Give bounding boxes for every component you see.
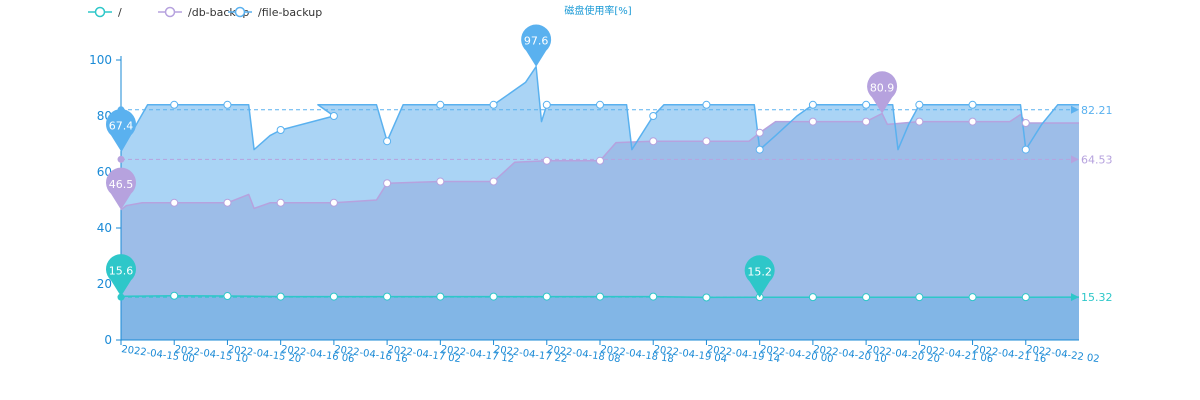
pin-label: 80.9	[870, 81, 895, 94]
average-start-dot	[117, 293, 125, 301]
average-label: 82.21	[1081, 104, 1113, 117]
data-point	[383, 292, 392, 301]
data-point	[915, 100, 924, 109]
data-point	[596, 156, 604, 165]
series-points	[170, 100, 1030, 302]
data-point	[223, 198, 232, 207]
max-marker: 15.6	[106, 254, 137, 297]
data-point	[436, 177, 445, 186]
data-point	[862, 293, 871, 302]
average-label: 15.32	[1081, 291, 1113, 304]
pin-shape	[106, 167, 137, 210]
pin-shape	[744, 255, 775, 298]
data-point	[808, 100, 817, 109]
data-point	[542, 100, 551, 109]
data-point	[223, 292, 232, 301]
data-point	[436, 292, 445, 301]
area-db-backup	[121, 113, 1079, 340]
data-point	[383, 137, 392, 146]
data-point	[170, 291, 179, 300]
data-point	[1021, 145, 1030, 154]
y-tick-label: 20	[97, 277, 112, 291]
data-point	[1021, 119, 1030, 127]
data-point	[702, 137, 711, 146]
data-point	[170, 100, 179, 109]
pin-shape	[867, 71, 898, 114]
data-point	[329, 112, 338, 120]
y-tick-label: 100	[89, 53, 112, 67]
pin-label: 97.6	[524, 35, 549, 48]
average-label: 64.53	[1081, 153, 1113, 166]
data-point	[329, 198, 338, 207]
average-arrow	[1071, 293, 1079, 302]
data-point	[276, 126, 285, 134]
max-marker: 97.6	[521, 24, 552, 67]
data-point	[915, 293, 924, 302]
data-point	[808, 293, 817, 302]
min-marker: 46.5	[106, 167, 137, 210]
data-point	[436, 100, 445, 109]
area-root	[121, 295, 1079, 340]
data-point	[968, 100, 977, 109]
pin-label: 67.4	[109, 119, 134, 132]
pin-label: 15.2	[747, 265, 772, 278]
average-arrow	[1071, 155, 1079, 164]
data-point	[276, 198, 285, 207]
legend-item-file-backup[interactable]: /file-backup	[228, 6, 322, 19]
data-point	[223, 100, 232, 109]
data-point	[702, 293, 711, 302]
data-point	[968, 117, 977, 126]
pin-label: 46.5	[109, 178, 134, 191]
data-point	[383, 179, 392, 188]
legend-label-db-backup: /db-backup	[188, 6, 249, 19]
average-arrow	[1071, 105, 1079, 114]
legend-label-file-backup: /file-backup	[258, 6, 322, 19]
data-point	[649, 112, 658, 120]
data-point	[968, 293, 977, 302]
extreme-markers: 15.6 15.2 80.9 46.5 97.6 67.4	[106, 24, 898, 298]
pin-shape	[106, 254, 137, 297]
max-marker: 80.9	[867, 71, 898, 114]
data-point	[755, 128, 764, 137]
data-point	[276, 292, 285, 301]
data-point	[489, 177, 498, 186]
pin-shape	[521, 24, 552, 67]
data-point	[596, 292, 604, 301]
data-point	[329, 292, 338, 301]
min-marker: 15.2	[744, 255, 775, 298]
legend: / /db-backup /file-backup	[88, 6, 322, 19]
legend-item-root[interactable]: /	[88, 6, 122, 19]
data-point	[649, 137, 658, 146]
data-point	[542, 292, 551, 301]
data-point	[542, 156, 551, 165]
data-point	[489, 292, 498, 301]
legend-item-db-backup[interactable]: /db-backup	[158, 6, 249, 19]
data-point	[1021, 293, 1030, 302]
data-point	[755, 145, 764, 154]
data-point	[915, 117, 924, 126]
data-point	[596, 100, 604, 109]
data-point	[489, 100, 498, 109]
data-point	[170, 198, 179, 207]
data-point	[649, 292, 658, 301]
average-start-dot	[117, 155, 125, 163]
chart-title: 磁盘使用率[%]	[564, 4, 631, 17]
min-marker: 67.4	[106, 109, 137, 152]
data-point	[862, 100, 871, 109]
y-tick-label: 0	[104, 333, 112, 347]
legend-label-root: /	[118, 6, 122, 19]
data-point	[808, 117, 817, 126]
y-tick-label: 40	[97, 221, 112, 235]
pin-shape	[106, 109, 137, 152]
data-point	[702, 100, 711, 109]
pin-label: 15.6	[109, 264, 134, 277]
data-point	[862, 117, 871, 126]
